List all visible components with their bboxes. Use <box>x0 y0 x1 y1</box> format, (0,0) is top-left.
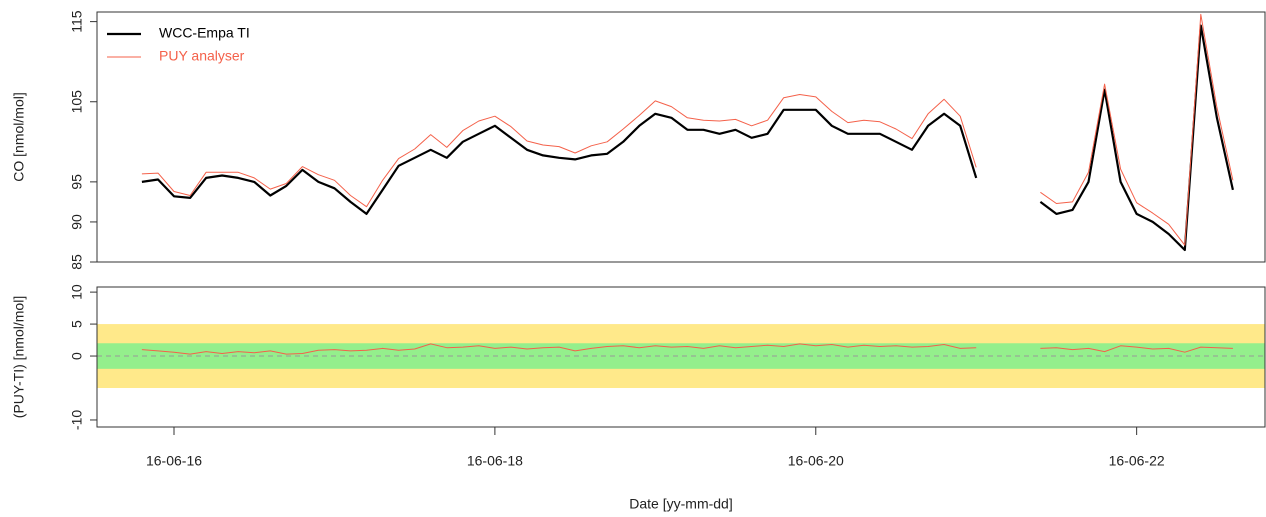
y-tick-label: 115 <box>69 10 85 33</box>
x-tick-label: 16-06-22 <box>1109 453 1165 469</box>
x-tick-label: 16-06-20 <box>788 453 844 469</box>
plot-box <box>96 11 1266 263</box>
x-axis-label: Date [yy-mm-dd] <box>629 496 732 512</box>
y-tick-label: 95 <box>69 174 85 190</box>
x-tick-label: 16-06-18 <box>467 453 523 469</box>
legend-label: WCC-Empa TI <box>159 25 250 41</box>
y-tick-label: 105 <box>69 90 85 114</box>
y-tick-label: 85 <box>69 254 85 270</box>
plot-box <box>96 286 1266 428</box>
y-axis-label: (PUY-TI) [nmol/mol] <box>11 296 27 418</box>
x-tick-label: 16-06-16 <box>146 453 202 469</box>
y-tick-label: 90 <box>69 214 85 230</box>
y-tick-label: 5 <box>69 320 85 328</box>
y-tick-label: 10 <box>69 284 85 300</box>
data-line <box>141 13 1234 246</box>
legend-label: PUY analyser <box>159 48 245 64</box>
data-line <box>141 343 1233 355</box>
y-tick-label: -10 <box>69 410 85 430</box>
data-line <box>141 24 1234 252</box>
y-tick-label: 0 <box>69 352 85 360</box>
y-axis-label: CO [nmol/mol] <box>11 92 27 181</box>
